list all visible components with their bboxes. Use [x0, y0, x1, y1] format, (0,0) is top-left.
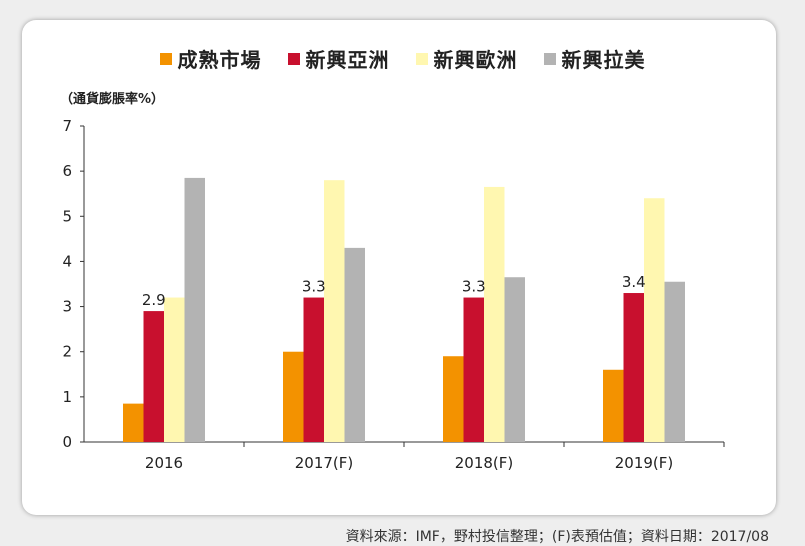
bar-3-1: [344, 247, 365, 442]
legend-label-2: 新興歐洲: [433, 48, 518, 72]
data-label-2: 3.3: [462, 278, 486, 296]
bar-1-1: [303, 297, 324, 442]
x-tick-label: 2017(F): [295, 454, 354, 472]
legend-swatch-1: [287, 52, 300, 65]
bar-2-2: [484, 186, 505, 442]
x-tick-label: 2016: [145, 454, 183, 472]
source-note: 資料來源：IMF，野村投信整理；(F)表預估值；資料日期：2017/08: [345, 529, 769, 545]
data-label-0: 2.9: [142, 291, 166, 309]
bar-3-0: [184, 177, 205, 442]
data-label-1: 3.3: [302, 278, 326, 296]
y-tick-label: 5: [62, 207, 72, 225]
y-tick-label: 7: [62, 117, 72, 135]
y-unit-label: （通貨膨脹率%）: [60, 92, 165, 107]
legend-label-1: 新興亞洲: [305, 48, 390, 72]
y-tick-label: 1: [62, 388, 72, 406]
legend-swatch-0: [159, 52, 172, 65]
bar-1-3: [623, 293, 644, 442]
legend-item-series-2: 新興歐洲: [415, 44, 518, 73]
bar-3-2: [504, 277, 525, 442]
bar-2-0: [164, 297, 185, 442]
y-tick-label: 2: [62, 343, 72, 361]
legend-label-3: 新興拉美: [561, 48, 646, 72]
legend-label-0: 成熟市場: [177, 48, 262, 72]
legend-item-series-0: 成熟市場: [159, 44, 262, 73]
x-tick-label: 2018(F): [455, 454, 514, 472]
y-tick-label: 4: [62, 252, 72, 270]
legend-swatch-3: [543, 52, 556, 65]
y-tick-label: 3: [62, 298, 72, 316]
bar-0-0: [123, 403, 144, 442]
bar-0-1: [283, 351, 304, 442]
bar-1-2: [463, 297, 484, 442]
y-tick-label: 6: [62, 162, 72, 180]
legend-item-series-1: 新興亞洲: [287, 44, 390, 73]
legend: 成熟市場 新興亞洲 新興歐洲 新興拉美: [0, 44, 805, 73]
y-tick-label: 0: [62, 433, 72, 451]
bar-2-1: [324, 180, 345, 442]
bar-0-2: [443, 356, 464, 442]
x-tick-label: 2019(F): [615, 454, 674, 472]
bar-0-3: [603, 369, 624, 442]
legend-item-series-3: 新興拉美: [543, 44, 646, 73]
data-label-3: 3.4: [622, 273, 646, 291]
bar-1-0: [143, 311, 164, 442]
bar-2-3: [644, 198, 665, 442]
bar-3-3: [664, 281, 685, 442]
legend-swatch-2: [415, 52, 428, 65]
